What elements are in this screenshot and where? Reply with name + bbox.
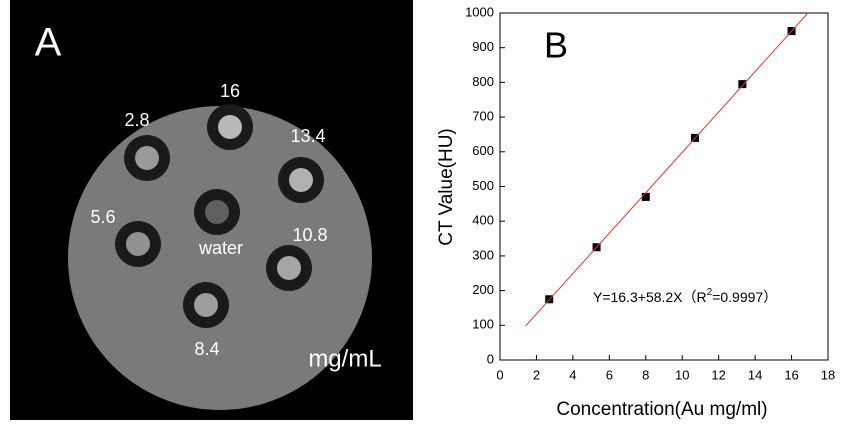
y-tick-label: 500 (472, 178, 494, 193)
y-tick-label: 400 (472, 213, 494, 228)
well-label: water (198, 238, 243, 258)
y-axis-title: CT Value(HU) (436, 128, 457, 246)
panel-label: B (544, 25, 568, 66)
y-tick-label: 100 (472, 317, 494, 332)
well-content (218, 115, 242, 139)
unit-label: mg/mL (308, 345, 381, 372)
well-content (135, 146, 159, 170)
panel-label: A (35, 21, 62, 65)
fit-line (525, 12, 809, 327)
x-tick-label: 6 (606, 367, 613, 382)
equation-sup: 2 (707, 287, 713, 298)
well-content (289, 168, 313, 192)
well-content (205, 200, 229, 224)
well-content (277, 256, 301, 280)
y-tick-label: 700 (472, 109, 494, 124)
x-tick-label: 16 (784, 367, 798, 382)
y-tick-label: 1000 (465, 4, 494, 19)
y-tick-label: 0 (487, 351, 494, 366)
x-tick-label: 8 (642, 367, 649, 382)
y-tick-label: 900 (472, 39, 494, 54)
well-label: 5.6 (90, 207, 115, 227)
fit-equation: Y=16.3+58.2X（R2=0.9997） (593, 287, 777, 305)
equation-text: Y=16.3+58.2X（R (593, 289, 707, 305)
x-tick-label: 2 (533, 367, 540, 382)
equation-tail: =0.9997） (712, 289, 777, 305)
well-content (126, 232, 150, 256)
x-tick-label: 4 (569, 367, 576, 382)
y-tick-label: 600 (472, 143, 494, 158)
x-axis-title: Concentration(Au mg/ml) (556, 399, 767, 420)
well-label: 10.8 (292, 225, 327, 245)
x-tick-label: 14 (748, 367, 762, 382)
x-tick-label: 10 (675, 367, 689, 382)
x-tick-label: 12 (711, 367, 725, 382)
well-label: 2.8 (124, 110, 149, 130)
y-tick-label: 200 (472, 282, 494, 297)
x-tick-label: 0 (496, 367, 503, 382)
y-tick-label: 800 (472, 74, 494, 89)
well-label: 16 (220, 81, 240, 101)
well-content (194, 293, 218, 317)
well-label: 8.4 (194, 339, 219, 359)
data-point (738, 80, 747, 89)
well-label: 13.4 (290, 126, 325, 146)
x-tick-label: 18 (821, 367, 835, 382)
data-point (641, 192, 650, 201)
y-tick-label: 300 (472, 247, 494, 262)
